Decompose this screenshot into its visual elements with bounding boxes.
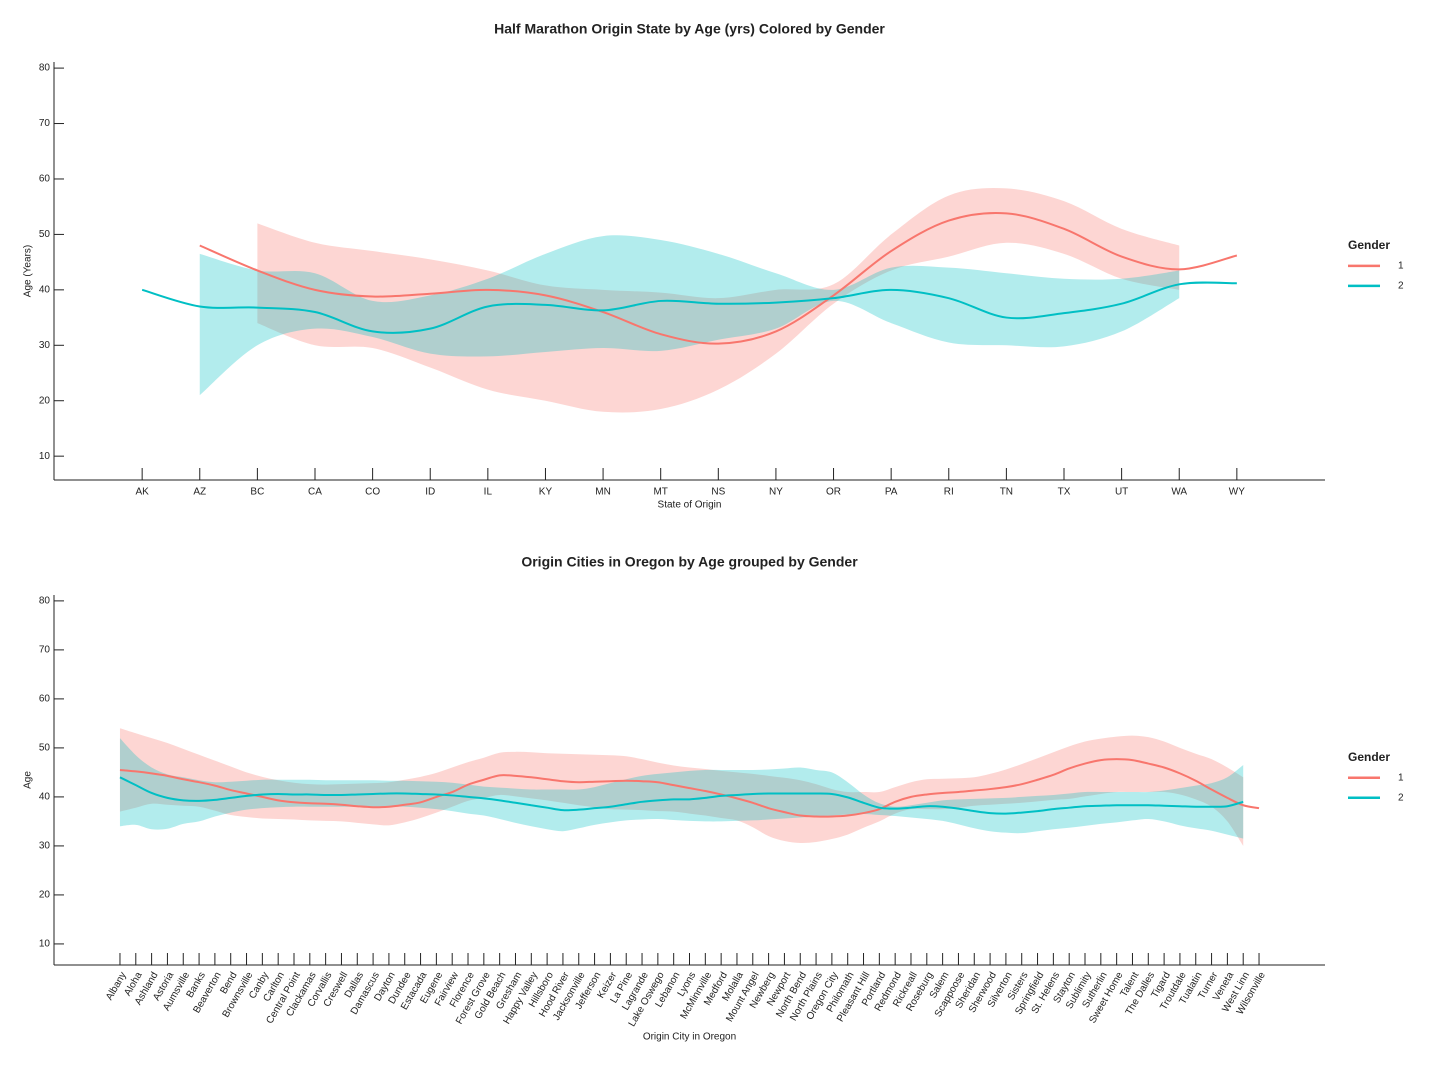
y-tick-label: 50 xyxy=(39,229,51,240)
confidence-band xyxy=(119,738,1244,839)
x-tick-label: WA xyxy=(1171,487,1187,498)
y-tick-label: 80 xyxy=(39,63,51,74)
line xyxy=(199,211,1238,345)
x-tick-label: AZ xyxy=(193,487,206,498)
x-tick-label: MN xyxy=(595,487,611,498)
y-tick-label: 10 xyxy=(39,451,51,462)
x-tick-label: UT xyxy=(1115,487,1128,498)
chart-title: Origin Cities in Oregon by Age grouped b… xyxy=(521,554,858,570)
x-tick-label: AK xyxy=(135,487,149,498)
legend-label: 2 xyxy=(1398,281,1404,292)
y-tick-label: 60 xyxy=(39,174,51,185)
y-tick-label: 20 xyxy=(39,890,51,901)
legend-label: 1 xyxy=(1398,261,1404,272)
y-tick-label: 30 xyxy=(39,340,51,351)
x-tick-label: CO xyxy=(365,487,380,498)
y-tick-label: 80 xyxy=(39,596,51,607)
x-tick-label: OR xyxy=(826,487,841,498)
x-tick-label: TN xyxy=(1000,487,1013,498)
x-axis-label: State of Origin xyxy=(658,500,722,511)
x-tick-label: RI xyxy=(944,487,954,498)
y-tick-label: 70 xyxy=(39,645,51,656)
line xyxy=(119,758,1260,818)
y-tick-label: 30 xyxy=(39,841,51,852)
x-tick-label: TX xyxy=(1058,487,1071,498)
legend-label: 1 xyxy=(1398,772,1404,783)
y-tick-label: 70 xyxy=(39,118,51,129)
x-tick-label: NS xyxy=(711,487,725,498)
y-tick-label: 60 xyxy=(39,694,51,705)
legend-title: Gender xyxy=(1348,238,1390,252)
y-tick-label: 20 xyxy=(39,395,51,406)
x-tick-label: KY xyxy=(539,487,553,498)
line xyxy=(141,281,1237,334)
confidence-band xyxy=(199,235,1180,396)
legend-label: 2 xyxy=(1398,792,1404,803)
x-tick-label: ID xyxy=(425,487,435,498)
line xyxy=(119,776,1244,815)
legend-title: Gender xyxy=(1348,750,1390,764)
confidence-band xyxy=(257,188,1180,413)
x-tick-label: WY xyxy=(1229,487,1245,498)
y-tick-label: 40 xyxy=(39,792,51,803)
y-axis-label: Age xyxy=(23,771,34,789)
x-axis-label: Origin City in Oregon xyxy=(643,1032,736,1043)
x-tick-label: CA xyxy=(308,487,322,498)
y-tick-label: 50 xyxy=(39,743,51,754)
y-tick-label: 40 xyxy=(39,284,51,295)
x-tick-label: NY xyxy=(769,487,783,498)
chart-title: Half Marathon Origin State by Age (yrs) … xyxy=(494,21,885,37)
x-tick-label: BC xyxy=(250,487,264,498)
x-tick-label: PA xyxy=(885,487,898,498)
y-tick-label: 10 xyxy=(39,939,51,950)
y-axis-label: Age (Years) xyxy=(23,245,34,297)
x-tick-label: MT xyxy=(653,487,667,498)
x-tick-label: IL xyxy=(484,487,493,498)
